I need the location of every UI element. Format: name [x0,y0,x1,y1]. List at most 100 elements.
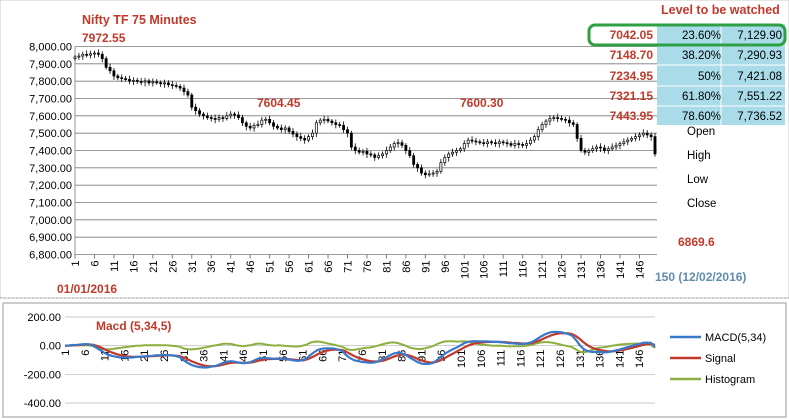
candle-body [400,142,404,146]
x-tick-label: 76 [362,261,374,273]
macd-legend: MACD(5,34) Signal Histogram [670,332,766,386]
macd-title: Macd (5,34,5) [96,319,171,333]
macd-x-tick-label: 101 [456,350,468,368]
macd-lines [64,330,656,369]
candle-body [381,153,384,157]
candle-body [497,141,501,144]
candle-body [167,82,170,85]
candle-body [244,122,248,127]
candle-body [564,118,567,121]
candle-body [614,144,618,148]
x-end-date-label: 150 (12/02/2016) [655,270,746,284]
candle-body [509,143,513,146]
candle-body [377,155,381,158]
candle-body [649,134,653,137]
candle-body [517,143,521,145]
candle-body [525,143,528,146]
candle-body [435,170,439,174]
x-tick-label: 16 [128,261,140,273]
candle-body [272,122,275,127]
macd-x-tick-label: 106 [476,350,488,368]
candle-body [81,53,85,57]
candle-body [427,173,431,176]
level-percent: 23.60% [682,30,721,42]
candle-body [493,142,497,145]
candle-body [540,124,544,131]
candle-body [455,150,458,153]
candle-body [567,119,571,124]
candle-body [369,153,373,156]
candle-body [198,110,201,115]
candle-body [349,132,353,148]
candle-body [536,129,540,137]
candle-body [307,136,310,141]
candle-body [209,117,213,119]
candle-body [443,157,447,163]
candle-body [128,79,131,82]
candle-body [532,136,536,141]
x-tick-label: 1 [70,261,82,267]
candle-body [217,117,221,120]
candle-body [108,66,112,72]
level-percent: 50% [698,71,721,83]
level-value: 7,551.22 [737,91,782,103]
candle-body [416,164,419,169]
ohlc-label: Open [687,126,715,138]
candle-body [116,75,120,79]
candle-body [529,139,532,144]
candle-body [486,141,490,144]
candle-body [474,140,478,143]
macd-x-tick-label: 36 [199,350,211,362]
level-label: 7321.15 [610,89,654,103]
candle-body [392,143,396,148]
candle-body [326,118,330,122]
histogram-line [64,340,656,354]
candle-body [256,124,260,126]
candle-body [353,146,357,151]
candle-body [276,125,279,129]
levels-table: 23.60% 7,129.90 38.20% 7,290.93 50% 7,421.08 6… [657,24,785,127]
candle-body [163,82,166,85]
candle-body [264,118,268,121]
x-start-date-label: 01/01/2016 [57,282,117,296]
levels-title: Level to be watched [661,3,780,17]
x-tick-label: 11 [109,261,121,272]
candle-body [151,81,155,84]
y-tick-label: 6,800.00 [29,250,72,262]
x-tick-label: 71 [342,261,354,273]
candle-body [490,141,493,144]
macd-chart-frame [2,302,787,418]
macd-x-tick-label: 46 [238,350,250,362]
candle-body [186,91,190,96]
level-value: 7,129.90 [737,30,782,42]
candle-body [404,144,408,151]
candle-body [279,127,283,131]
candle-body [85,53,89,56]
candle-body [170,84,174,86]
level-label: 7042.05 [610,28,654,42]
macd-x-axis: 1 6 11 16 21 26 31 36 41 46 51 56 61 66 71 76 81 86 91 96 10… [60,350,646,368]
x-tick-label: 46 [245,261,257,273]
candle-body [622,141,626,144]
x-tick-label: 126 [557,261,569,279]
candle-body [653,136,657,155]
candle-body [330,120,334,124]
candle-body [396,142,400,145]
candle-body [630,138,634,141]
macd-x-tick-label: 146 [634,350,646,368]
candle-body [100,53,104,59]
candle-body [205,115,209,118]
candle-body [96,52,100,55]
candle-body [618,143,622,146]
x-tick-label: 21 [148,261,160,273]
macd-x-tick-label: 11 [100,350,112,361]
candle-body [556,117,560,119]
price-chart-title: Nifty TF 75 Minutes [82,13,197,27]
y-tick-label: 7,900.00 [29,59,72,71]
candle-body [595,146,599,150]
candle-body [458,148,462,151]
x-tick-label: 136 [596,261,608,279]
highlight-box [587,23,787,47]
candle-body [505,142,509,145]
